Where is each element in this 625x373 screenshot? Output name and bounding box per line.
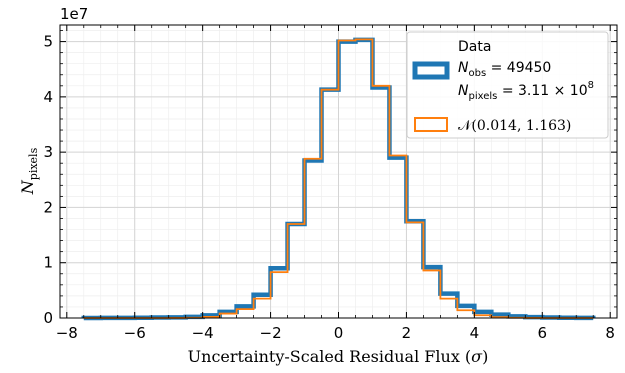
normal-bin-12 [288, 224, 305, 318]
y-tick-label: 2 [43, 198, 53, 216]
y-tick-label: 5 [43, 33, 53, 51]
normal-bin-9 [237, 309, 254, 318]
x-axis-label: Uncertainty-Scaled Residual Flux (σ) [188, 347, 489, 366]
x-axis-label-main: Uncertainty-Scaled Residual Flux ( [188, 347, 472, 366]
normal-bin-22 [457, 310, 474, 318]
normal-bin-15 [339, 40, 356, 318]
legend-normal-label: 𝒩(0.014, 1.163) [458, 118, 571, 134]
normal-bin-14 [322, 90, 339, 318]
x-tick-label: 2 [402, 324, 412, 342]
normal-bin-21 [440, 299, 457, 318]
y-axis-label: Npixels [18, 147, 40, 195]
x-tick-labels: −8 −6 −4 −2 0 2 4 6 8 [56, 324, 615, 342]
normal-bin-11 [271, 272, 288, 318]
normal-bin-8 [220, 314, 237, 318]
normal-bin-17 [372, 86, 389, 318]
normal-bin-19 [406, 222, 423, 318]
svg-text:Npixels: Npixels [18, 147, 40, 195]
x-tick-label: −8 [56, 324, 78, 342]
x-tick-label: −2 [260, 324, 282, 342]
legend-data-title: Data [458, 39, 491, 55]
y-tick-label: 1 [43, 254, 53, 272]
x-tick-label: −4 [192, 324, 214, 342]
y-offset-text: 1e7 [60, 5, 88, 23]
axis-ticks [60, 25, 617, 319]
y-tick-labels: 0 1 2 3 4 5 [43, 33, 53, 327]
legend: Data Nobs = 49450 Npixels = 3.11 × 108 𝒩… [406, 31, 609, 139]
normal-bin-13 [305, 159, 322, 318]
x-tick-label: −6 [124, 324, 146, 342]
legend-swatch-data [412, 61, 450, 80]
legend-data-npixels: Npixels = 3.11 × 108 [458, 80, 594, 102]
x-tick-label: 0 [334, 324, 344, 342]
y-axis-label-main: N [18, 179, 37, 195]
normal-bin-10 [254, 299, 271, 318]
legend-data-nobs: Nobs = 49450 [458, 60, 551, 79]
y-tick-label: 3 [43, 143, 53, 161]
normal-bin-18 [389, 155, 406, 318]
y-tick-label: 0 [43, 309, 53, 327]
x-tick-label: 4 [470, 324, 480, 342]
y-tick-label: 4 [43, 88, 53, 106]
normal-bin-16 [355, 39, 372, 318]
legend-box [406, 31, 609, 139]
x-tick-label: 8 [605, 324, 615, 342]
legend-swatch-normal [414, 117, 448, 132]
normal-bin-20 [423, 270, 440, 318]
x-axis-label-close: ) [482, 347, 488, 366]
x-axis-label-symbol: σ [471, 347, 483, 366]
y-axis-label-sub: pixels [27, 147, 40, 180]
x-tick-label: 6 [538, 324, 548, 342]
